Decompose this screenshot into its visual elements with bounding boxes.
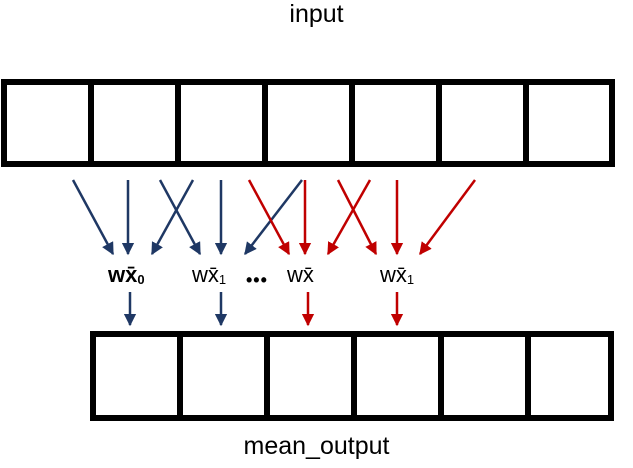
- output-array: [90, 331, 614, 421]
- title-output: mean_output: [243, 432, 390, 460]
- red-arrow: [326, 179, 372, 256]
- blue-input-arrows: [71, 179, 303, 256]
- blue-arrow: [244, 179, 303, 255]
- weighted-term-1: wx̄1: [191, 262, 226, 287]
- weighted-term-2: wx̄: [286, 262, 314, 287]
- input-array-frame: [1, 79, 615, 167]
- weighted-term-3: wx̄1: [379, 262, 414, 287]
- red-arrow: [418, 179, 477, 256]
- weighted-term-0: wx̄0: [107, 262, 145, 287]
- input-array: [1, 79, 615, 167]
- blue-arrow: [150, 179, 195, 256]
- blue-arrow: [158, 179, 202, 256]
- ellipsis: •••: [246, 270, 268, 290]
- blue-arrow: [71, 179, 115, 256]
- title-input: input: [289, 0, 344, 28]
- red-arrow: [247, 179, 291, 256]
- output-arrows: [123, 292, 404, 327]
- red-input-arrows: [247, 179, 477, 256]
- red-arrow: [336, 179, 378, 256]
- weighted-terms: wx̄0 wx̄1 ••• wx̄ wx̄1: [107, 262, 414, 290]
